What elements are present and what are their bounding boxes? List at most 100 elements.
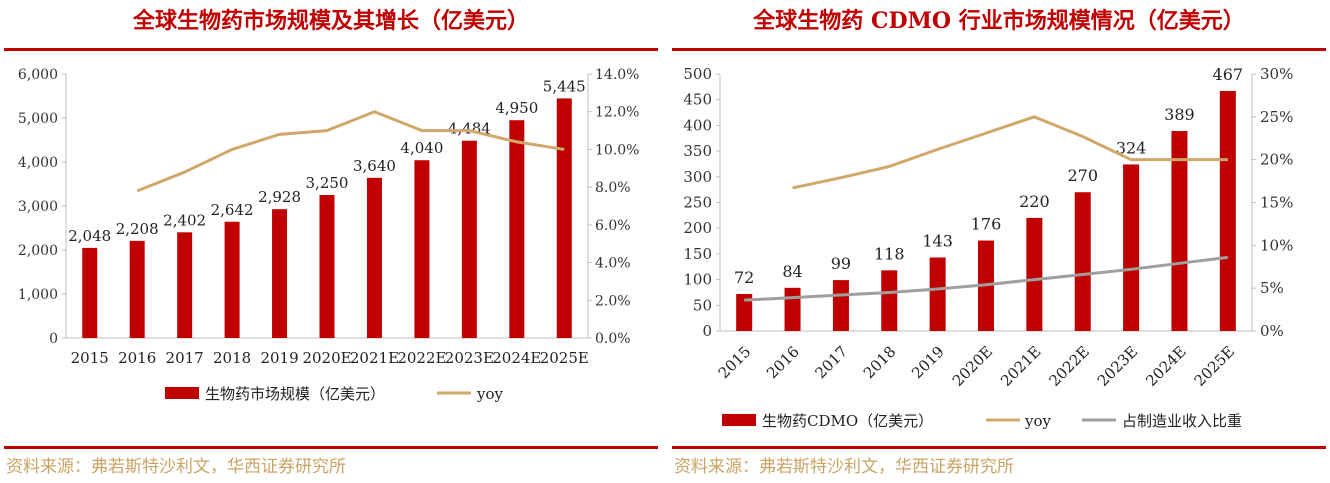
left-panel: 全球生物药市场规模及其增长（亿美元） 0 1,000 2,000 3,000 4,000… — [0, 0, 662, 483]
share-line — [744, 255, 1229, 302]
bar-value-label: 2,928 — [258, 188, 301, 206]
right-chart: 0 50 100 150 200 250 300 350 400 450 500 0% 5% 10% 15%… — [683, 65, 1293, 430]
legend-swatch-bar — [165, 387, 199, 399]
bar — [1219, 90, 1236, 331]
x-tick-label: 2024E — [492, 349, 541, 367]
x-tick-label: 2015 — [71, 349, 109, 367]
bar-value-label: 4,040 — [400, 139, 443, 157]
x-tick-label: 2018 — [213, 349, 251, 367]
y-tick-label: 300 — [683, 168, 712, 186]
bar — [177, 232, 193, 338]
bar — [224, 221, 240, 338]
y2-tick-label: 14.0% — [595, 67, 639, 83]
bar-value-label: 2,048 — [68, 227, 111, 245]
bar — [832, 280, 849, 331]
bar-value-label: 5,445 — [543, 77, 586, 95]
y-tick-label: 150 — [683, 245, 712, 263]
x-tick-label: 2023E — [445, 349, 494, 367]
y-tick-label: 450 — [683, 91, 712, 109]
legend-label-bar: 生物药市场规模（亿美元） — [205, 385, 385, 403]
y-tick-label: 400 — [683, 116, 712, 134]
bar — [736, 293, 753, 331]
bar-value-label: 3,250 — [306, 174, 349, 192]
y2-tick-label: 15% — [1260, 194, 1293, 212]
y2-tick-label: 10.0% — [595, 142, 639, 158]
bar — [556, 98, 572, 338]
y2-tick-label: 0.0% — [595, 331, 631, 347]
bar — [1026, 217, 1043, 331]
y-tick-label: 50 — [693, 296, 712, 314]
x-tick-label: 2022E — [397, 349, 446, 367]
x-tick-label: 2023E — [1094, 343, 1141, 390]
y2-tick-label: 6.0% — [595, 218, 631, 234]
x-tick-label: 2019 — [908, 343, 948, 383]
bar — [881, 270, 898, 331]
x-tick-label: 2025E — [540, 349, 589, 367]
bar-value-label: 324 — [1116, 138, 1147, 157]
bar — [1171, 131, 1188, 331]
bar-value-label: 176 — [971, 215, 1002, 234]
right-source-rule — [672, 446, 1326, 449]
left-source-rule — [4, 446, 658, 449]
x-tick-label: 2017 — [811, 343, 851, 383]
y-tick-label: 3,000 — [18, 199, 58, 215]
x-tick-label: 2020E — [302, 349, 351, 367]
left-chart-title: 全球生物药市场规模及其增长（亿美元） — [132, 8, 529, 34]
bar-value-label: 2,402 — [163, 211, 206, 229]
y-tick-label: 0 — [49, 331, 58, 347]
bar-value-label: 99 — [831, 254, 851, 273]
bar — [784, 287, 801, 331]
right-chart-title: 全球生物药 CDMO 行业市场规模情况（亿美元） — [753, 8, 1245, 34]
right-panel: 全球生物药 CDMO 行业市场规模情况（亿美元） 0 50 100 150 200 250… — [668, 0, 1330, 483]
x-tick-label: 2016 — [763, 343, 803, 383]
bar-value-label: 467 — [1213, 65, 1244, 84]
bar — [319, 195, 335, 338]
y-tick-label: 0 — [702, 322, 712, 340]
bar-value-label: 143 — [922, 231, 953, 250]
y-tick-label: 100 — [683, 271, 712, 289]
bar — [1123, 164, 1140, 331]
y2-tick-label: 12.0% — [595, 105, 639, 121]
legend-label-yoy: yoy — [1024, 412, 1052, 430]
left-source-text: 资料来源：弗若斯特沙利文，华西证券研究所 — [6, 457, 346, 477]
y2-tick-label: 2.0% — [595, 293, 631, 309]
bar — [414, 160, 430, 338]
bar — [82, 247, 98, 338]
bar-value-label: 3,640 — [353, 157, 396, 175]
y2-tick-label: 8.0% — [595, 180, 631, 196]
left-chart: 0 1,000 2,000 3,000 4,000 5,000 6,000 0.0% 2.0% 4… — [18, 67, 640, 403]
bar — [1074, 192, 1091, 331]
bar-value-label: 389 — [1164, 105, 1195, 124]
yoy-line — [792, 115, 1228, 190]
x-tick-label: 2019 — [260, 349, 298, 367]
right-source-text: 资料来源：弗若斯特沙利文，华西证券研究所 — [674, 457, 1014, 477]
legend-label-yoy: yoy — [476, 385, 504, 403]
bar-value-label: 2,642 — [211, 201, 254, 219]
legend-label-share: 占制造业收入比重 — [1122, 412, 1242, 430]
bar — [366, 177, 382, 338]
y2-tick-label: 4.0% — [595, 256, 631, 272]
bar — [461, 140, 477, 338]
x-tick-label: 2015 — [715, 343, 755, 383]
bar-value-label: 2,208 — [116, 220, 159, 238]
y-tick-label: 250 — [683, 194, 712, 212]
x-tick-label: 2017 — [166, 349, 204, 367]
y-tick-label: 6,000 — [18, 67, 58, 83]
bar-value-label: 72 — [734, 268, 754, 287]
legend-swatch-bar — [722, 414, 756, 426]
x-tick-label: 2024E — [1142, 343, 1189, 390]
x-tick-label: 2018 — [860, 343, 900, 383]
y-tick-label: 200 — [683, 219, 712, 237]
y-tick-label: 1,000 — [18, 287, 58, 303]
y-tick-label: 4,000 — [18, 155, 58, 171]
y2-tick-label: 10% — [1260, 236, 1293, 254]
y-tick-label: 2,000 — [18, 243, 58, 259]
legend-label-bar: 生物药CDMO（亿美元） — [762, 412, 933, 430]
bar — [129, 240, 145, 338]
bar-value-label: 84 — [782, 262, 802, 281]
y2-tick-label: 30% — [1260, 65, 1293, 83]
x-tick-label: 2025E — [1191, 343, 1238, 390]
x-tick-label: 2021E — [997, 343, 1044, 390]
bar — [929, 257, 946, 331]
bar — [272, 209, 288, 338]
